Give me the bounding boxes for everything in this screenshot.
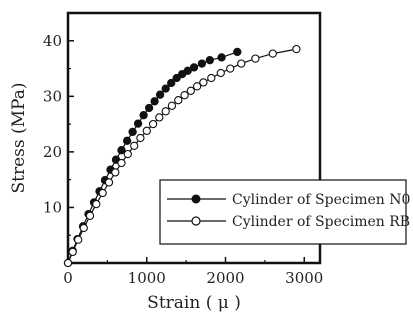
data-point-rb <box>161 107 170 116</box>
x-tick-label-2: 2000 <box>206 269 244 287</box>
plot-frame <box>66 11 322 265</box>
y-tick-label-0: 10 <box>43 198 62 216</box>
legend-label-rb: Cylinder of Specimen RB <box>232 214 410 230</box>
data-point-n0 <box>133 119 143 128</box>
legend: Cylinder of Specimen N0 Cylinder of Spec… <box>159 179 410 245</box>
x-tick-label-1: 1000 <box>128 269 166 287</box>
data-point-rb <box>123 149 132 159</box>
data-point-rb <box>117 158 126 168</box>
data-point-n0 <box>197 59 207 68</box>
data-point-rb <box>136 133 145 143</box>
y-axis-label: Stress (MPa) <box>9 83 29 194</box>
data-point-rb <box>199 78 208 87</box>
data-point-rb <box>104 178 114 187</box>
data-point-rb <box>167 101 177 110</box>
data-point-rb <box>180 91 189 100</box>
data-point-rb <box>111 168 120 177</box>
data-point-rb <box>92 199 101 209</box>
data-point-rb <box>74 235 83 244</box>
data-point-rb <box>207 73 216 83</box>
y-tick-label-3: 40 <box>43 32 62 50</box>
data-point-n0 <box>167 78 176 88</box>
series-layer <box>63 44 301 268</box>
data-point-n0 <box>217 53 226 62</box>
data-point-rb <box>155 113 164 122</box>
data-point-rb <box>186 86 195 95</box>
x-tick-label-3: 3000 <box>285 269 323 287</box>
data-point-rb <box>98 188 107 198</box>
axis-ticks: 0 1000 2000 3000 10 20 30 40 <box>43 32 323 287</box>
data-point-rb <box>130 141 139 150</box>
data-point-n0 <box>150 97 159 106</box>
data-point-rb <box>216 68 225 78</box>
data-point-n0 <box>117 146 126 155</box>
data-point-n0 <box>161 84 170 93</box>
data-point-rb <box>68 247 77 257</box>
data-point-n0 <box>189 63 199 72</box>
y-tick-label-1: 20 <box>43 143 62 161</box>
data-point-rb <box>292 44 301 54</box>
data-point-rb <box>226 64 235 73</box>
data-point-rb <box>85 211 95 220</box>
data-point-rb <box>192 82 202 91</box>
data-point-rb <box>148 119 158 129</box>
data-point-n0 <box>205 56 214 65</box>
data-point-rb <box>63 258 73 268</box>
data-point-n0 <box>155 90 165 99</box>
legend-marker-rb <box>191 216 201 226</box>
data-point-n0 <box>172 73 181 83</box>
data-point-n0 <box>233 47 242 57</box>
legend-label-n0: Cylinder of Specimen N0 <box>232 192 410 208</box>
data-point-rb <box>174 96 183 105</box>
data-point-n0 <box>139 111 148 120</box>
data-point-n0 <box>128 127 137 137</box>
x-axis-label: Strain ( μ ) <box>147 293 241 313</box>
data-point-n0 <box>183 66 192 75</box>
legend-marker-n0 <box>191 194 201 204</box>
data-point-rb <box>268 49 277 58</box>
data-point-n0 <box>122 136 132 145</box>
legend-box <box>159 179 407 245</box>
y-tick-label-2: 30 <box>43 87 62 105</box>
data-point-rb <box>142 126 151 135</box>
data-point-rb <box>251 54 260 63</box>
data-point-n0 <box>144 103 154 113</box>
x-tick-label-0: 0 <box>63 269 73 287</box>
data-point-rb <box>79 223 88 233</box>
data-point-rb <box>237 59 246 68</box>
